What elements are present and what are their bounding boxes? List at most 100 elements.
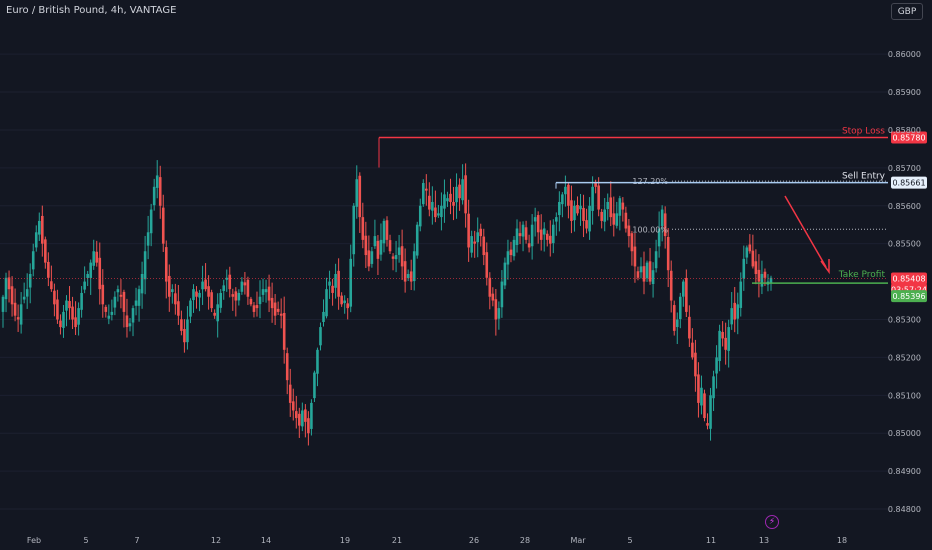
candle-body xyxy=(760,274,764,287)
candle-body xyxy=(349,258,353,307)
candle-body xyxy=(727,327,730,351)
candle-body xyxy=(718,330,721,362)
candle-body xyxy=(340,295,343,305)
candle-body xyxy=(639,266,643,273)
candle-body xyxy=(551,224,555,244)
candle-body xyxy=(134,300,138,306)
candle-body xyxy=(47,261,50,278)
candle-body xyxy=(343,300,346,304)
candle-body xyxy=(319,327,322,346)
candle-body xyxy=(518,233,522,237)
candle-body xyxy=(651,270,655,284)
candle-body xyxy=(258,296,262,305)
candle-body xyxy=(521,224,525,237)
candle-body xyxy=(461,179,464,201)
candle-body xyxy=(666,236,670,271)
candle-body xyxy=(122,291,126,312)
candle-body xyxy=(143,251,147,280)
candle-body xyxy=(425,188,428,191)
candle-body xyxy=(558,201,561,216)
candle-body xyxy=(624,212,628,229)
y-tick-label: 0.85800 xyxy=(888,126,921,135)
candle-body xyxy=(576,204,579,214)
candle-body xyxy=(754,261,758,274)
y-tick-label: 0.86000 xyxy=(888,50,921,59)
candle-body xyxy=(672,305,676,331)
candle-body xyxy=(158,177,162,206)
candle-body xyxy=(77,308,80,325)
candle-body xyxy=(34,232,38,248)
candle-body xyxy=(594,182,597,187)
candle-body xyxy=(730,308,733,325)
x-tick-label: 13 xyxy=(759,536,769,545)
symbol-title: Euro / British Pound, 4h, VANTAGE xyxy=(6,5,177,16)
countdown-tag: 03:57:24 xyxy=(891,286,927,295)
candle-body xyxy=(452,201,455,206)
candle-body xyxy=(13,302,17,316)
candle-body xyxy=(155,175,159,188)
candle-body xyxy=(50,281,53,290)
y-tick-label: 0.85200 xyxy=(888,353,921,362)
candle-body xyxy=(301,410,304,427)
candle-body xyxy=(449,193,452,202)
candle-body xyxy=(588,205,591,232)
candle-body xyxy=(542,228,546,235)
x-tick-label: 28 xyxy=(520,536,530,545)
candle-body xyxy=(524,227,528,240)
candle-body xyxy=(370,251,374,264)
candle-body xyxy=(89,262,92,278)
candle-body xyxy=(222,285,226,291)
sell-entry-price-tag-bg xyxy=(891,176,927,189)
candle-body xyxy=(189,300,192,317)
candle-body xyxy=(515,228,519,245)
candle-body xyxy=(539,229,543,240)
candle-body xyxy=(174,293,177,305)
candle-body xyxy=(225,277,229,280)
candle-body xyxy=(536,215,540,233)
candle-body xyxy=(119,294,123,297)
candle-body xyxy=(164,247,168,282)
candle-body xyxy=(186,319,189,343)
candle-body xyxy=(385,220,389,240)
candle-body xyxy=(555,217,558,222)
y-tick-label: 0.84800 xyxy=(888,505,921,514)
currency-button[interactable]: GBP xyxy=(891,3,923,20)
y-tick-label: 0.85700 xyxy=(888,164,921,173)
candle-body xyxy=(621,202,625,210)
fib-127-label: 127.20% xyxy=(632,177,668,186)
candle-body xyxy=(53,290,56,305)
take-profit-price-tag: 0.85396 xyxy=(892,292,925,301)
candle-body xyxy=(10,286,14,305)
candle-body xyxy=(68,301,71,309)
candle-body xyxy=(570,200,573,221)
candle-body xyxy=(231,294,235,297)
candle-body xyxy=(618,198,622,216)
take-profit-label: Take Profit xyxy=(838,270,886,280)
candle-body xyxy=(748,244,752,252)
candle-body xyxy=(418,205,422,227)
candle-body xyxy=(113,296,117,308)
candle-body xyxy=(131,308,135,323)
candle-body xyxy=(633,246,637,267)
candle-body xyxy=(313,372,316,399)
candle-body xyxy=(642,266,646,282)
candle-body xyxy=(567,184,570,206)
candle-body xyxy=(530,224,534,247)
candle-body xyxy=(694,352,697,377)
candle-body xyxy=(724,337,727,350)
candle-body xyxy=(428,195,431,210)
lightning-bolt-icon[interactable]: ⚡ xyxy=(765,515,779,529)
candle-body xyxy=(285,353,289,381)
candle-body xyxy=(745,247,749,258)
candle-body xyxy=(606,201,610,210)
current-price-tag: 0.85408 xyxy=(892,275,925,284)
candle-body xyxy=(603,209,607,222)
candle-body xyxy=(636,271,640,278)
candle-body xyxy=(382,220,386,244)
candle-body xyxy=(582,207,585,221)
candle-body xyxy=(564,186,567,195)
candle-body xyxy=(458,184,461,199)
y-tick-label: 0.85900 xyxy=(888,88,921,97)
candle-body xyxy=(228,274,232,290)
